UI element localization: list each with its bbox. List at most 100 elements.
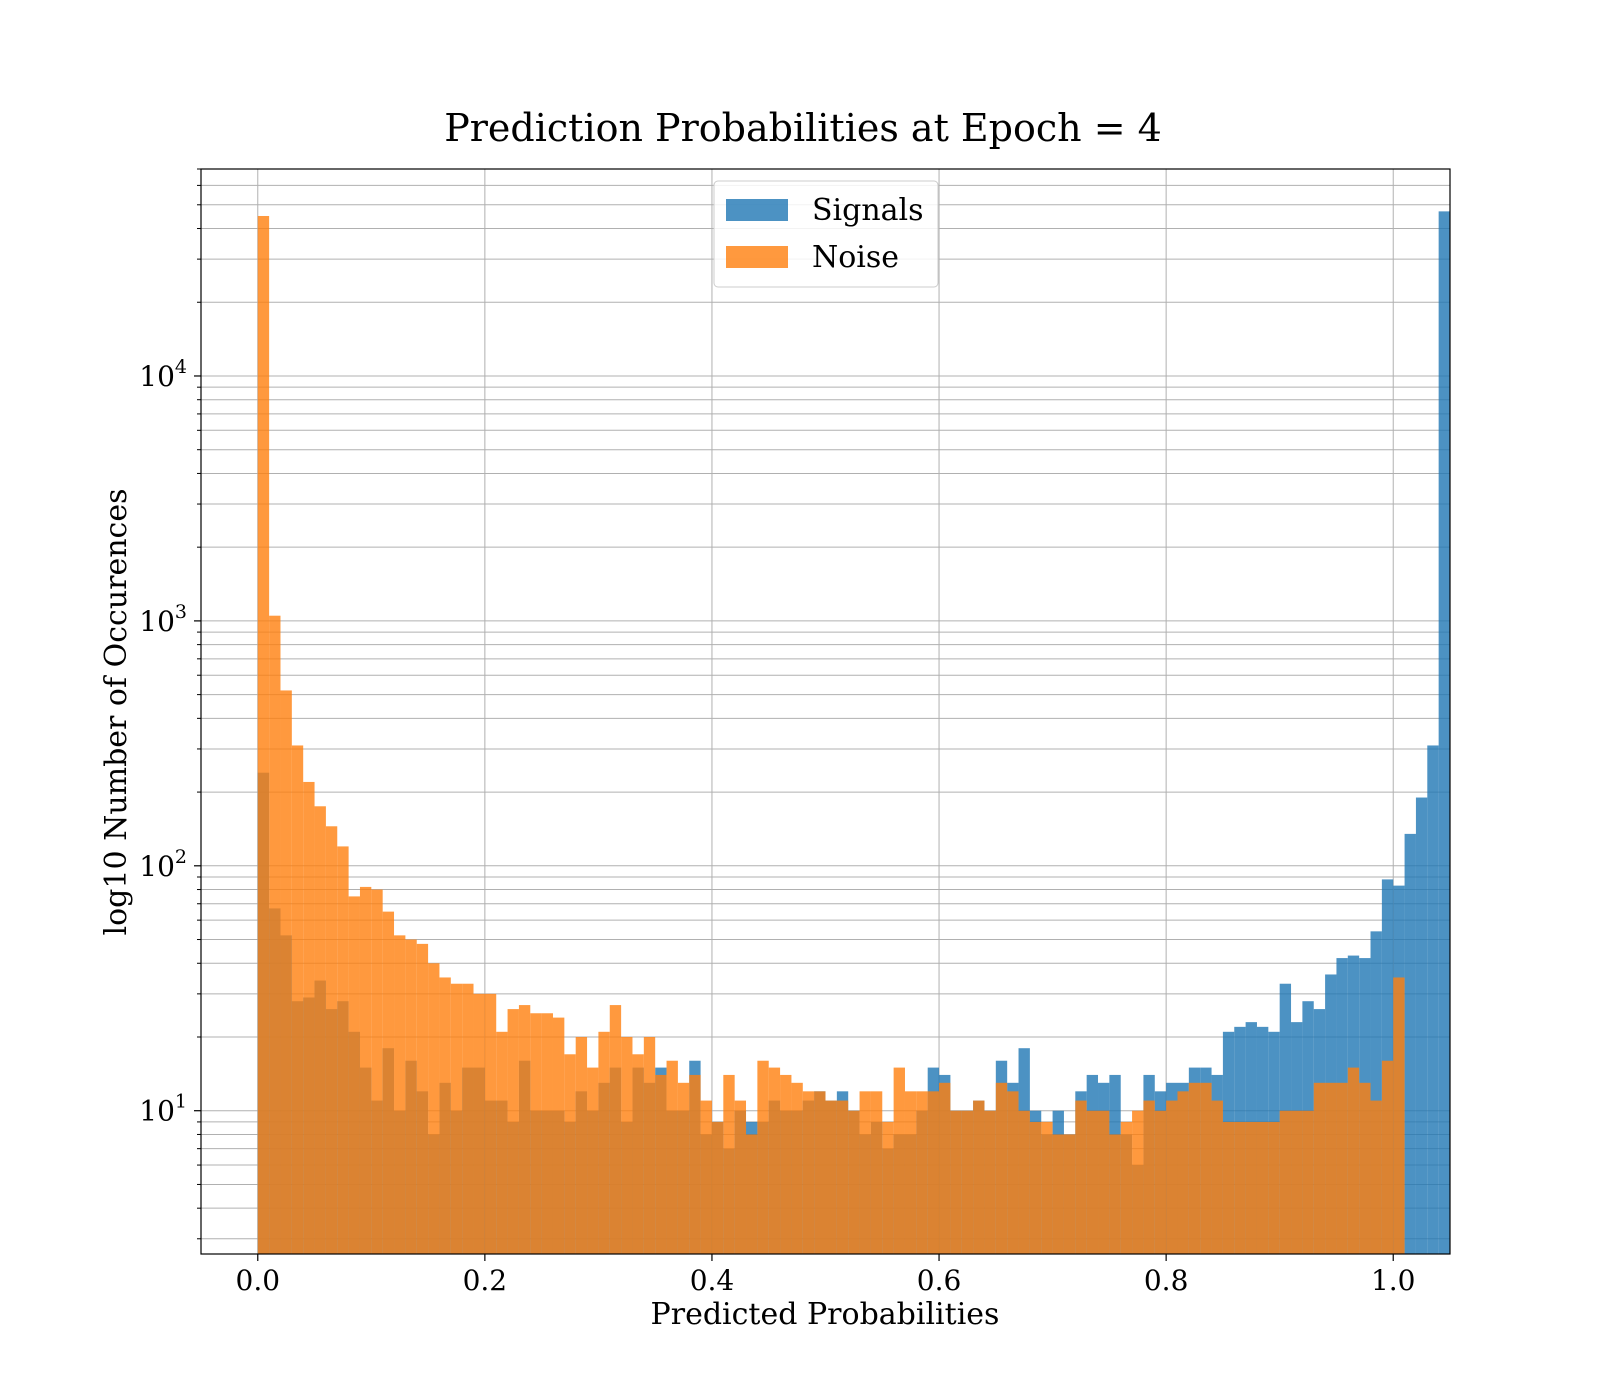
bar-noise: [269, 615, 281, 1254]
bar-noise: [1313, 1082, 1326, 1254]
bar-noise: [1086, 1110, 1099, 1254]
x-tick-label: 0.0: [236, 1264, 281, 1297]
bar-noise: [1063, 1134, 1076, 1254]
bar-noise: [1381, 1060, 1394, 1254]
bar-noise: [814, 1091, 826, 1254]
legend-swatch-noise: [726, 246, 788, 268]
bar-noise: [1188, 1082, 1201, 1254]
series-noise: [257, 215, 1405, 1254]
bar-noise: [337, 846, 349, 1254]
bar-noise: [462, 983, 474, 1254]
bar-noise: [1120, 1121, 1133, 1254]
bar-noise: [1075, 1100, 1087, 1254]
bar-noise: [405, 939, 417, 1254]
y-tick-label: 101: [139, 1091, 187, 1128]
x-tick-label: 1.0: [1371, 1264, 1416, 1297]
bar-noise: [757, 1060, 769, 1254]
x-axis-label: Predicted Probabilities: [651, 1297, 1000, 1332]
bar-noise: [507, 1009, 519, 1254]
bar-noise: [394, 935, 406, 1254]
bar-noise: [1029, 1121, 1042, 1254]
bar-noise: [711, 1121, 724, 1254]
bar-noise: [552, 1017, 565, 1254]
bar-noise: [348, 896, 360, 1254]
bar-noise: [1052, 1134, 1064, 1254]
histogram-bars: [257, 211, 1450, 1255]
bar-noise: [1200, 1082, 1212, 1254]
bar-noise: [984, 1110, 996, 1254]
x-tick-label: 0.2: [463, 1264, 508, 1297]
bar-noise: [1291, 1110, 1303, 1254]
bar-noise: [587, 1067, 599, 1254]
bar-noise: [950, 1110, 962, 1254]
bar-noise: [677, 1082, 690, 1254]
bar-noise: [666, 1060, 678, 1254]
bar-noise: [780, 1074, 792, 1254]
bar-noise: [484, 993, 497, 1254]
bar-noise: [927, 1091, 940, 1254]
bar-noise: [1109, 1134, 1121, 1254]
x-tick-label: 0.4: [690, 1264, 735, 1297]
bar-noise: [939, 1082, 951, 1254]
bar-noise: [518, 1005, 531, 1254]
y-tick-label: 104: [139, 356, 187, 393]
bar-noise: [1098, 1110, 1110, 1254]
bar-noise: [257, 215, 270, 1254]
bar-noise: [1268, 1121, 1280, 1254]
bar-noise: [291, 745, 304, 1254]
bar-noise: [961, 1110, 974, 1254]
bar-noise: [575, 1036, 588, 1254]
bar-noise: [382, 911, 395, 1254]
y-axis-label: log10 Number of Occurences: [99, 488, 134, 935]
x-axis-ticks: 0.0 0.2 0.4 0.6 0.8 1.0: [236, 1254, 1416, 1297]
bar-noise: [1393, 977, 1405, 1254]
plot-frame: [200, 168, 1451, 1255]
bar-noise: [303, 781, 315, 1254]
bar-noise: [1211, 1100, 1223, 1254]
bar-noise: [314, 806, 326, 1254]
bar-noise: [768, 1067, 781, 1254]
bar-signals: [1370, 931, 1382, 1254]
bar-noise: [870, 1091, 883, 1254]
bar-noise: [609, 1005, 622, 1254]
legend-label-noise: Noise: [812, 240, 899, 275]
bar-noise: [1347, 1067, 1360, 1254]
bar-noise: [450, 983, 463, 1254]
bar-noise: [848, 1110, 860, 1254]
x-tick-label: 0.8: [1144, 1264, 1189, 1297]
bar-signals: [1438, 211, 1450, 1255]
bar-noise: [1132, 1110, 1144, 1254]
bar-noise: [723, 1074, 735, 1254]
bar-noise: [1041, 1121, 1053, 1254]
y-axis-ticks: 101 102 103 104: [139, 168, 201, 1240]
bar-noise: [904, 1091, 917, 1254]
bar-noise: [1222, 1121, 1235, 1254]
y-tick-label: 103: [139, 601, 187, 638]
bar-noise: [1234, 1121, 1246, 1254]
x-tick-label: 0.6: [917, 1264, 962, 1297]
bar-noise: [791, 1082, 803, 1254]
bar-noise: [916, 1091, 928, 1254]
bar-noise: [1007, 1091, 1019, 1254]
legend-swatch-signals: [726, 199, 788, 221]
bar-noise: [621, 1036, 633, 1254]
bar-noise: [371, 889, 383, 1254]
bar-noise: [541, 1013, 553, 1254]
bar-noise: [1256, 1121, 1269, 1254]
bar-noise: [359, 886, 372, 1254]
bar-noise: [1336, 1082, 1348, 1254]
bar-noise: [428, 963, 440, 1254]
bar-noise: [1154, 1110, 1167, 1254]
bar-noise: [973, 1100, 985, 1254]
bar-noise: [1166, 1100, 1178, 1254]
bar-noise: [1245, 1121, 1257, 1254]
bar-noise: [1177, 1091, 1189, 1254]
bar-noise: [1143, 1100, 1155, 1254]
bar-noise: [836, 1100, 849, 1254]
bar-noise: [496, 1031, 508, 1254]
legend: Signals Noise: [713, 180, 939, 288]
bar-noise: [746, 1134, 758, 1254]
bar-noise: [1370, 1100, 1382, 1254]
bar-noise: [825, 1100, 837, 1254]
